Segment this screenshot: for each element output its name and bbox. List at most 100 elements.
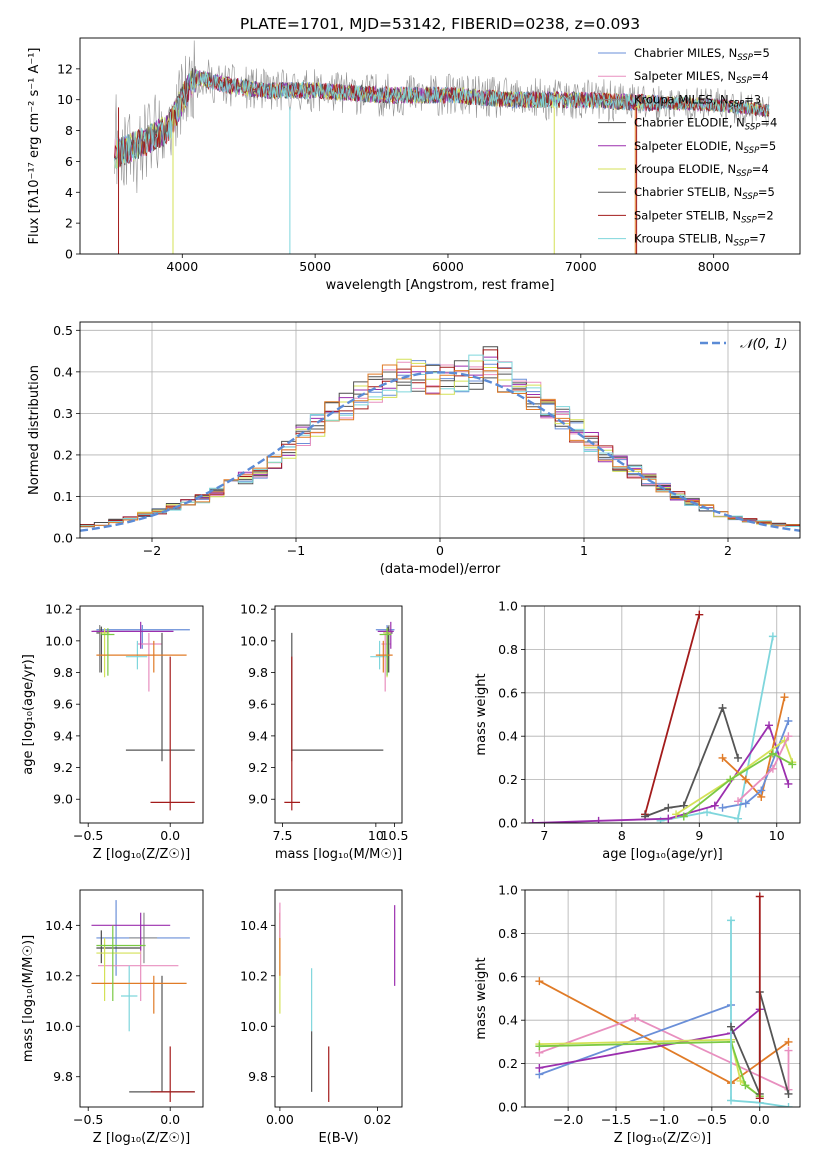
x-tick-label: −0.5	[73, 1112, 103, 1127]
legend-label: Kroupa ELODIE, NSSP=4	[634, 162, 769, 179]
weight-line	[722, 720, 790, 809]
weight-line	[683, 752, 793, 818]
weight-marker	[784, 732, 793, 741]
weight_vs_age-panel: 7 8 9 10 0.0 0.2 0.4 0.6 0.8 1.0 age [log₁₀(age/yr…	[474, 599, 801, 862]
x-tick-label: 0.0	[160, 828, 180, 843]
x-axis-label: E(B-V)	[318, 1131, 358, 1146]
y-tick-label: 10.2	[45, 968, 73, 983]
y-tick-label: 9.6	[53, 697, 73, 712]
y-tick-label: 1.0	[498, 599, 518, 614]
y-tick-label: 10.0	[240, 1019, 268, 1034]
weight-line	[539, 1017, 790, 1092]
y-tick-label: 0.4	[498, 1013, 518, 1028]
y-tick-label: 2	[65, 216, 73, 231]
weight-marker	[741, 1081, 750, 1090]
x-axis-label: (data-model)/error	[380, 562, 501, 577]
weight_vs_Z-plot-area	[535, 892, 793, 1107]
y-tick-label: 9.4	[53, 728, 73, 743]
weight-marker	[718, 753, 727, 762]
weight-marker	[784, 1103, 793, 1107]
legend-label: Chabrier ELODIE, NSSP=4	[634, 116, 777, 133]
gaussian-curve	[80, 371, 800, 532]
y-tick-label: 0.0	[498, 1100, 518, 1115]
x-tick-label: 0.0	[160, 1112, 180, 1127]
weight_vs_age-plot-area	[528, 610, 797, 823]
legend-label: Kroupa MILES, NSSP=3	[634, 92, 761, 109]
x-axis-label: mass [log₁₀(M/M☉)]	[275, 847, 402, 862]
weight_vs_Z-panel: −2.0 −1.5 −1.0 −0.5 0.0 0.0 0.2 0.4 0.6 0.8 1.0 Z […	[474, 883, 801, 1146]
figure-title: PLATE=1701, MJD=53142, FIBERID=0238, z=0…	[240, 15, 640, 33]
weight-marker	[768, 764, 777, 773]
weight-marker	[718, 703, 727, 712]
weight-marker	[734, 797, 743, 806]
y-tick-label: 10.0	[240, 633, 268, 648]
y-tick-label: 9.0	[248, 792, 268, 807]
x-axis-label: Z [log₁₀(Z/Z☉)]	[93, 847, 190, 862]
y-tick-label: 0.3	[53, 406, 73, 421]
y-tick-label: 9.8	[248, 1069, 268, 1084]
weight-line	[532, 723, 790, 823]
legend-label: Salpeter STELIB, NSSP=2	[634, 208, 774, 225]
legend-label: 𝒩(0, 1)	[740, 337, 787, 352]
age_vs_Z-panel: −0.5 0.0 9.0 9.2 9.4 9.6 9.8 10.0 10.2 Z [log₁₀(Z…	[21, 602, 204, 862]
weight-marker	[755, 1094, 764, 1103]
y-tick-label: 10.4	[45, 918, 73, 933]
spectrum-line-kroupa-miles	[114, 40, 770, 194]
x-tick-label: 9	[695, 828, 703, 843]
age_vs_Z-frame	[79, 605, 204, 824]
weight-marker	[594, 816, 603, 823]
weight-marker	[695, 610, 704, 619]
y-tick-label: 10.2	[240, 602, 268, 617]
weight-marker	[535, 1042, 544, 1051]
x-tick-label: 10	[368, 828, 384, 843]
weight-line	[675, 739, 794, 816]
weight-marker	[703, 808, 712, 817]
residuals-legend: 𝒩(0, 1)	[700, 337, 787, 352]
y-axis-label: age [log₁₀(age/yr)]	[21, 654, 36, 775]
legend-label: Salpeter MILES, NSSP=4	[634, 69, 769, 86]
y-tick-label: 9.8	[248, 665, 268, 680]
x-axis-label: wavelength [Angstrom, rest frame]	[326, 278, 555, 293]
weight-marker	[784, 717, 793, 726]
y-tick-label: 0.1	[53, 489, 73, 504]
weight-marker	[780, 693, 789, 702]
weight-marker	[784, 1046, 793, 1055]
y-tick-label: 12	[57, 61, 73, 76]
y-tick-label: 0.4	[498, 729, 518, 744]
y-tick-label: 0.0	[498, 816, 518, 831]
weight-marker	[741, 799, 750, 808]
x-tick-label: 10	[769, 828, 785, 843]
weight-marker	[757, 786, 766, 795]
weight-marker	[741, 775, 750, 784]
y-tick-label: 10.2	[240, 968, 268, 983]
weight-marker	[765, 721, 774, 730]
mass_vs_Z-frame	[79, 889, 204, 1108]
y-tick-label: 0.2	[498, 772, 518, 787]
y-tick-label: 9.2	[248, 760, 268, 775]
x-tick-label: 8	[618, 828, 626, 843]
histogram-step	[80, 364, 800, 527]
x-tick-label: −2.0	[553, 1112, 583, 1127]
x-tick-label: 7.5	[273, 828, 293, 843]
weight-marker	[788, 760, 797, 769]
weight-marker	[528, 819, 537, 823]
mass_vs_EBV-panel: 0.00 0.02 9.8 10.0 10.2 10.4 E(B-V)	[240, 889, 403, 1146]
legend-label: Salpeter ELODIE, NSSP=5	[634, 139, 776, 156]
weight-marker	[727, 1022, 736, 1031]
weight-line	[730, 920, 789, 1107]
mass_vs_EBV-frame	[274, 889, 403, 1108]
spectrum-plot-area	[114, 40, 770, 254]
y-tick-label: 0.2	[53, 447, 73, 462]
y-axis-label: mass [log₁₀(M/M☉)]	[21, 935, 36, 1062]
residuals-frame	[79, 321, 801, 539]
x-tick-label: 1	[580, 543, 588, 558]
panels: 4000 5000 6000 7000 8000024681012wavelength …	[21, 37, 801, 1146]
residuals-plot-area	[80, 346, 800, 532]
y-tick-label: 1.0	[498, 883, 518, 898]
weight_vs_age-frame	[524, 605, 801, 824]
weight-marker	[768, 749, 777, 758]
weight-marker	[784, 1089, 793, 1098]
x-axis-label: age [log₁₀(age/yr)]	[602, 847, 723, 862]
y-tick-label: 9.2	[53, 760, 73, 775]
y-tick-label: 10.2	[45, 602, 73, 617]
